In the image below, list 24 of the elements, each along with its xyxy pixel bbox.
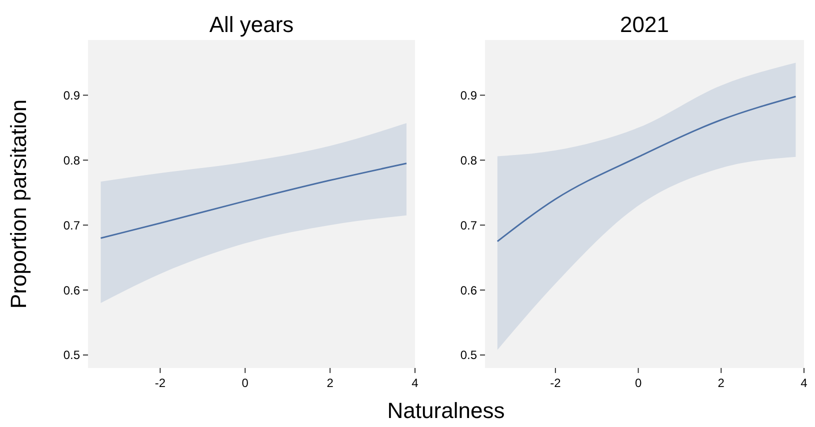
x-tick-label: 0 bbox=[242, 376, 249, 390]
x-tick-label: 2 bbox=[718, 376, 725, 390]
y-tick-label: 0.5 bbox=[63, 348, 80, 362]
x-tick-label: 0 bbox=[634, 376, 642, 390]
y-tick-label: 0.7 bbox=[63, 218, 80, 232]
line-series bbox=[496, 96, 796, 242]
x-tick-label: -2 bbox=[550, 376, 562, 390]
x-tick-label: 4 bbox=[412, 376, 419, 390]
x-axis-title: Naturalness bbox=[387, 398, 505, 423]
y-tick-label: 0.9 bbox=[460, 88, 478, 102]
x-tick-label: -2 bbox=[154, 376, 166, 390]
y-tick-label: 0.7 bbox=[460, 218, 478, 232]
y-tick-label: 0.8 bbox=[460, 153, 478, 168]
line-series bbox=[100, 162, 408, 239]
y-tick-label: 0.6 bbox=[63, 283, 80, 298]
y-tick-label: 0.8 bbox=[63, 153, 80, 168]
y-axis-title: Proportion parsitation bbox=[6, 99, 31, 309]
x-tick-label: 4 bbox=[800, 376, 808, 390]
y-tick-label: 0.9 bbox=[63, 88, 80, 102]
chart-title: All years bbox=[209, 12, 294, 37]
y-tick-label: 0.5 bbox=[460, 348, 478, 362]
y-tick-label: 0.6 bbox=[460, 283, 478, 298]
x-tick-label: 2 bbox=[326, 376, 334, 390]
chart-title: 2021 bbox=[620, 12, 669, 37]
